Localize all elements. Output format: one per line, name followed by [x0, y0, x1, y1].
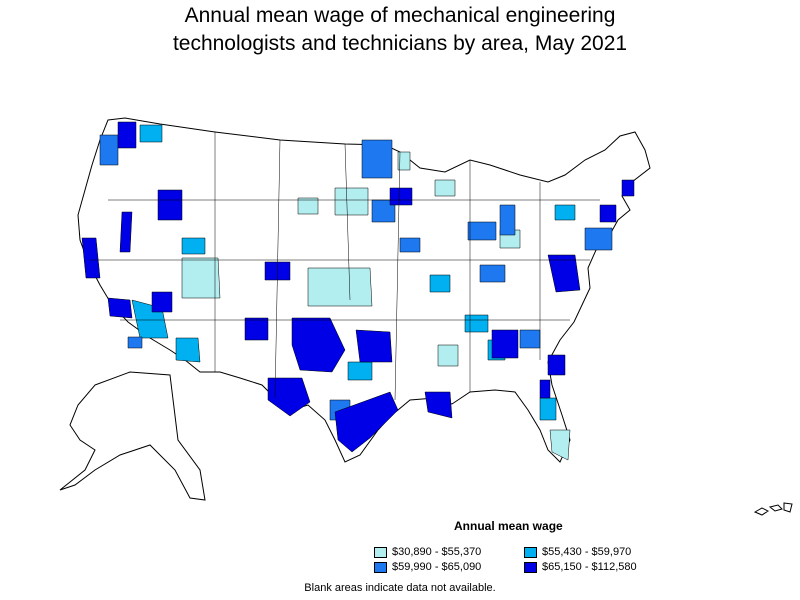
title-line-1: Annual mean wage of mechanical engineeri… — [184, 4, 616, 27]
alaska-outline — [59, 371, 206, 501]
legend-title: Annual mean wage — [454, 519, 563, 533]
area-boundaries — [90, 132, 600, 401]
legend-swatch-3 — [374, 561, 387, 573]
hawaii-islands — [753, 502, 793, 516]
footnote: Blank areas indicate data not available. — [304, 582, 496, 594]
legend-label-3: $59,990 - $65,090 — [392, 561, 482, 573]
areas-65150-112580 — [81, 121, 635, 453]
legend-label-1: $30,890 - $55,370 — [392, 546, 482, 558]
legend-swatch-4 — [524, 561, 537, 573]
legend-swatch-2 — [524, 546, 537, 558]
legend-item-4: $65,150 - $112,580 — [524, 561, 637, 573]
legend-item-3: $59,990 - $65,090 — [374, 561, 481, 573]
map-title: Annual mean wage of mechanical engineeri… — [0, 2, 800, 58]
legend-label-4: $65,150 - $112,580 — [542, 561, 637, 573]
title-line-2: technologists and technicians by area, M… — [172, 32, 628, 55]
legend-item-1: $30,890 - $55,370 — [374, 546, 481, 558]
legend-label-2: $55,430 - $59,970 — [542, 546, 632, 558]
legend-swatch-1 — [374, 546, 387, 558]
areas-30890-55370 — [181, 151, 571, 461]
legend-item-2: $55,430 - $59,970 — [524, 546, 631, 558]
